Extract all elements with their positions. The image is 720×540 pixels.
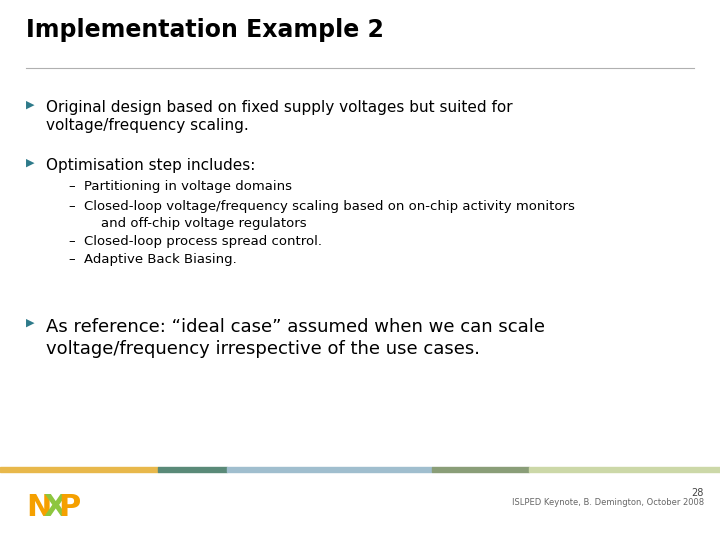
Bar (227, 467, 432, 472)
Text: Partitioning in voltage domains: Partitioning in voltage domains (84, 180, 292, 193)
Text: ▶: ▶ (26, 158, 35, 168)
Bar (432, 467, 529, 472)
Text: As reference: “ideal case” assumed when we can scale: As reference: “ideal case” assumed when … (46, 318, 545, 336)
Text: Implementation Example 2: Implementation Example 2 (26, 18, 384, 42)
Text: voltage/frequency scaling.: voltage/frequency scaling. (46, 118, 248, 133)
Text: voltage/frequency irrespective of the use cases.: voltage/frequency irrespective of the us… (46, 340, 480, 358)
Bar (529, 467, 720, 472)
Text: and off-chip voltage regulators: and off-chip voltage regulators (84, 217, 307, 230)
Text: X: X (43, 493, 66, 522)
Text: ISLPED Keynote, B. Demington, October 2008: ISLPED Keynote, B. Demington, October 20… (512, 498, 704, 507)
Text: –: – (68, 200, 75, 213)
Text: Optimisation step includes:: Optimisation step includes: (46, 158, 256, 173)
Text: ▶: ▶ (26, 318, 35, 328)
Text: N: N (26, 493, 51, 522)
Text: –: – (68, 235, 75, 248)
Text: –: – (68, 253, 75, 266)
Text: ▶: ▶ (26, 100, 35, 110)
Text: 28: 28 (692, 488, 704, 498)
Text: Closed-loop process spread control.: Closed-loop process spread control. (84, 235, 322, 248)
Text: Original design based on fixed supply voltages but suited for: Original design based on fixed supply vo… (46, 100, 513, 115)
Text: P: P (58, 493, 80, 522)
Bar (0, 467, 158, 472)
Text: Adaptive Back Biasing.: Adaptive Back Biasing. (84, 253, 237, 266)
Bar (158, 467, 227, 472)
Text: –: – (68, 180, 75, 193)
Text: Closed-loop voltage/frequency scaling based on on-chip activity monitors: Closed-loop voltage/frequency scaling ba… (84, 200, 575, 213)
